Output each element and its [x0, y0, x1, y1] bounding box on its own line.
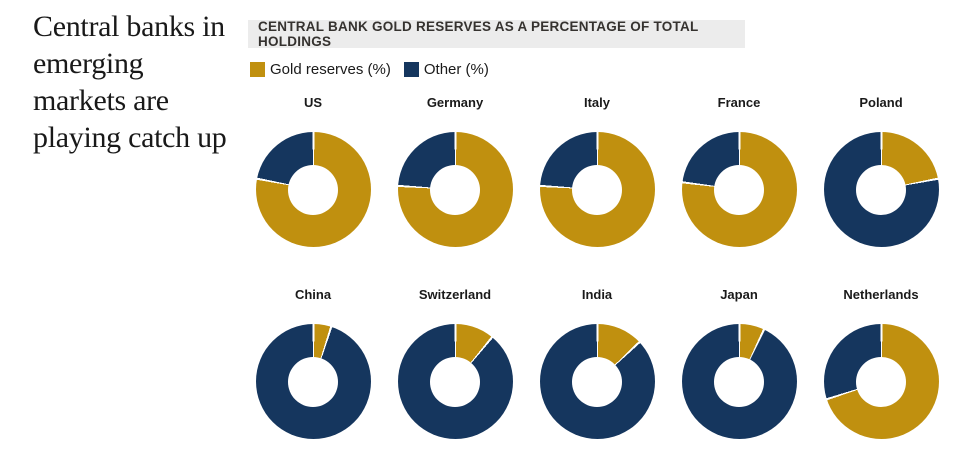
other-swatch-icon	[403, 62, 419, 77]
donut-hole	[572, 164, 622, 215]
donut-cell-germany: Germany	[384, 96, 526, 247]
donut-row-1: US Germany Italy France Poland	[242, 96, 956, 247]
donut-hole	[572, 356, 622, 407]
legend-label: Other (%)	[423, 61, 489, 78]
page-title-line: markets are	[33, 84, 169, 117]
legend-item-other: Other (%)	[403, 61, 489, 78]
country-label: Japan	[720, 287, 758, 302]
donut-hole	[856, 356, 906, 407]
donut-hole	[430, 356, 480, 407]
donut-hole	[714, 164, 764, 215]
country-label: Italy	[583, 95, 610, 110]
donut-chart-germany	[397, 132, 513, 247]
donut-chart-france	[681, 132, 797, 247]
donut-chart-poland	[823, 132, 939, 247]
donut-hole	[288, 164, 338, 215]
legend-item-gold: Gold reserves (%)	[250, 61, 391, 78]
donut-chart-netherlands	[823, 324, 939, 439]
donut-cell-china: China	[242, 288, 384, 439]
donut-chart-china	[255, 324, 371, 439]
gold-swatch-icon	[250, 62, 265, 77]
country-label: France	[717, 95, 761, 110]
page-title-line: emerging	[33, 47, 144, 80]
chart-legend: Gold reserves (%) Other (%)	[250, 61, 489, 78]
country-label: China	[294, 287, 332, 302]
legend-label: Gold reserves (%)	[270, 61, 391, 78]
donut-row-2: China Switzerland India Japan Netherlands	[242, 288, 956, 439]
donut-cell-poland: Poland	[810, 96, 952, 247]
country-label: Poland	[859, 95, 903, 110]
page-title-line: Central banks in	[33, 10, 225, 43]
chart-title: CENTRAL BANK GOLD RESERVES AS A PERCENTA…	[258, 19, 699, 49]
donut-hole	[856, 164, 906, 215]
donut-cell-italy: Italy	[526, 96, 668, 247]
chart-header-band: CENTRAL BANK GOLD RESERVES AS A PERCENTA…	[248, 19, 745, 49]
country-label: Switzerland	[418, 287, 492, 302]
donut-chart-india	[539, 324, 655, 439]
page-title-line: playing catch up	[33, 121, 227, 154]
donut-chart-switzerland	[397, 324, 513, 439]
page-title: Central banks in emerging markets are pl…	[33, 8, 258, 156]
country-label: Netherlands	[843, 287, 919, 302]
donut-hole	[714, 356, 764, 407]
donut-cell-japan: Japan	[668, 288, 810, 439]
donut-cell-netherlands: Netherlands	[810, 288, 952, 439]
donut-hole	[288, 356, 338, 407]
donut-cell-switzerland: Switzerland	[384, 288, 526, 439]
donut-cell-france: France	[668, 96, 810, 247]
country-label: Germany	[426, 95, 484, 110]
donut-cell-us: US	[242, 96, 384, 247]
donut-chart-japan	[681, 324, 797, 439]
donut-hole	[430, 164, 480, 215]
donut-chart-italy	[539, 132, 655, 247]
country-label: India	[581, 287, 613, 302]
donut-grid: US Germany Italy France Poland China Switzerl…	[242, 96, 956, 439]
country-label: US	[303, 95, 323, 110]
donut-chart-us	[255, 132, 371, 247]
donut-cell-india: India	[526, 288, 668, 439]
